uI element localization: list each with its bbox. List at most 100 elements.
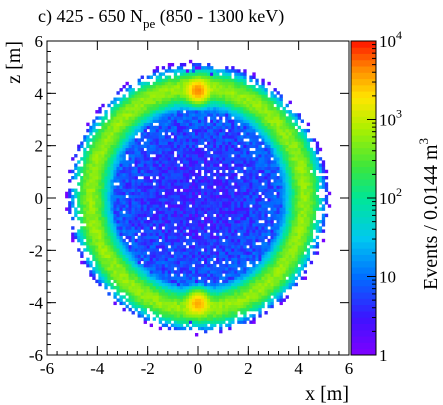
heatmap-cell bbox=[86, 141, 90, 145]
heatmap-cell bbox=[137, 198, 141, 202]
heatmap-cell bbox=[252, 179, 256, 183]
heatmap-cell bbox=[137, 251, 141, 255]
heatmap-cell bbox=[134, 194, 138, 199]
heatmap-cell bbox=[158, 135, 163, 139]
heatmap-cell bbox=[176, 204, 181, 208]
heatmap-cell bbox=[243, 172, 247, 177]
heatmap-cell bbox=[113, 216, 117, 221]
heatmap-cell bbox=[83, 157, 87, 161]
heatmap-cell bbox=[249, 276, 253, 280]
heatmap-cell bbox=[98, 223, 102, 227]
heatmap-cell bbox=[182, 185, 187, 189]
heatmap-cell bbox=[276, 119, 280, 123]
heatmap-cell bbox=[158, 119, 163, 123]
heatmap-cell bbox=[225, 138, 229, 142]
heatmap-cell bbox=[107, 103, 111, 108]
heatmap-cell bbox=[131, 91, 135, 95]
heatmap-cell bbox=[83, 160, 87, 164]
heatmap-cell bbox=[83, 169, 87, 174]
heatmap-cell bbox=[204, 311, 208, 315]
heatmap-cell bbox=[116, 172, 120, 177]
heatmap-cell bbox=[261, 201, 265, 205]
heatmap-cell bbox=[173, 176, 178, 180]
heatmap-cell bbox=[207, 267, 211, 271]
heatmap-cell bbox=[161, 292, 166, 296]
heatmap-cell bbox=[261, 122, 265, 127]
heatmap-cell bbox=[252, 241, 256, 246]
heatmap-cell bbox=[140, 241, 144, 246]
heatmap-cell bbox=[134, 157, 138, 161]
heatmap-cell bbox=[164, 163, 169, 167]
heatmap-cell bbox=[234, 198, 238, 202]
heatmap-cell bbox=[222, 125, 226, 130]
heatmap-cell bbox=[128, 125, 132, 130]
heatmap-cell bbox=[95, 201, 99, 205]
heatmap-cell bbox=[243, 182, 247, 186]
heatmap-cell bbox=[113, 245, 117, 249]
heatmap-cell bbox=[92, 219, 96, 224]
heatmap-cell bbox=[143, 169, 147, 174]
heatmap-cell bbox=[152, 94, 157, 98]
heatmap-cell bbox=[161, 232, 166, 236]
heatmap-cell bbox=[285, 191, 289, 196]
heatmap-cell bbox=[173, 251, 178, 255]
heatmap-cell bbox=[222, 69, 226, 73]
heatmap-cell bbox=[279, 138, 283, 142]
heatmap-cell bbox=[125, 226, 129, 230]
heatmap-cell bbox=[210, 128, 214, 133]
heatmap-cell bbox=[188, 251, 193, 255]
heatmap-cell bbox=[149, 97, 153, 101]
heatmap-cell bbox=[270, 207, 274, 211]
heatmap-cell bbox=[198, 128, 202, 133]
heatmap-cell bbox=[279, 276, 283, 280]
heatmap-cell bbox=[234, 210, 238, 214]
heatmap-cell bbox=[185, 320, 190, 324]
heatmap-cell bbox=[222, 276, 226, 280]
heatmap-cell bbox=[267, 182, 271, 186]
heatmap-cell bbox=[152, 260, 157, 265]
heatmap-cell bbox=[119, 210, 123, 214]
heatmap-cell bbox=[258, 295, 262, 299]
heatmap-cell bbox=[222, 285, 226, 290]
heatmap-cell bbox=[204, 210, 208, 214]
heatmap-cell bbox=[77, 216, 81, 221]
heatmap-cell bbox=[240, 125, 244, 130]
heatmap-cell bbox=[104, 157, 108, 161]
heatmap-cell bbox=[204, 172, 208, 177]
heatmap-cell bbox=[246, 232, 250, 236]
heatmap-cell bbox=[240, 72, 244, 76]
heatmap-cell bbox=[225, 216, 229, 221]
heatmap-cell bbox=[185, 276, 190, 280]
heatmap-cell bbox=[161, 188, 166, 193]
heatmap-cell bbox=[294, 257, 298, 262]
heatmap-cell bbox=[270, 229, 274, 233]
heatmap-cell bbox=[198, 295, 202, 299]
heatmap-cell bbox=[113, 138, 117, 142]
heatmap-cell bbox=[107, 166, 111, 171]
heatmap-cell bbox=[131, 279, 135, 284]
heatmap-cell bbox=[131, 210, 135, 214]
heatmap-cell bbox=[182, 135, 187, 139]
heatmap-cell bbox=[71, 226, 75, 230]
heatmap-cell bbox=[77, 201, 81, 205]
heatmap-cell bbox=[74, 166, 78, 171]
heatmap-cell bbox=[182, 260, 187, 265]
heatmap-cell bbox=[225, 172, 229, 177]
heatmap-cell bbox=[216, 257, 220, 262]
heatmap-cell bbox=[264, 191, 268, 196]
heatmap-cell bbox=[243, 144, 247, 149]
heatmap-cell bbox=[173, 69, 178, 73]
heatmap-cell bbox=[270, 260, 274, 265]
heatmap-cell bbox=[143, 160, 147, 164]
heatmap-cell bbox=[152, 238, 157, 243]
heatmap-cell bbox=[110, 116, 114, 120]
heatmap-cell bbox=[146, 241, 150, 246]
heatmap-cell bbox=[219, 141, 223, 145]
heatmap-cell bbox=[294, 238, 298, 243]
heatmap-cell bbox=[225, 147, 229, 152]
heatmap-cell bbox=[219, 295, 223, 299]
heatmap-cell bbox=[207, 166, 211, 171]
heatmap-cell bbox=[131, 226, 135, 230]
heatmap-cell bbox=[116, 273, 120, 277]
heatmap-cell bbox=[228, 311, 232, 315]
